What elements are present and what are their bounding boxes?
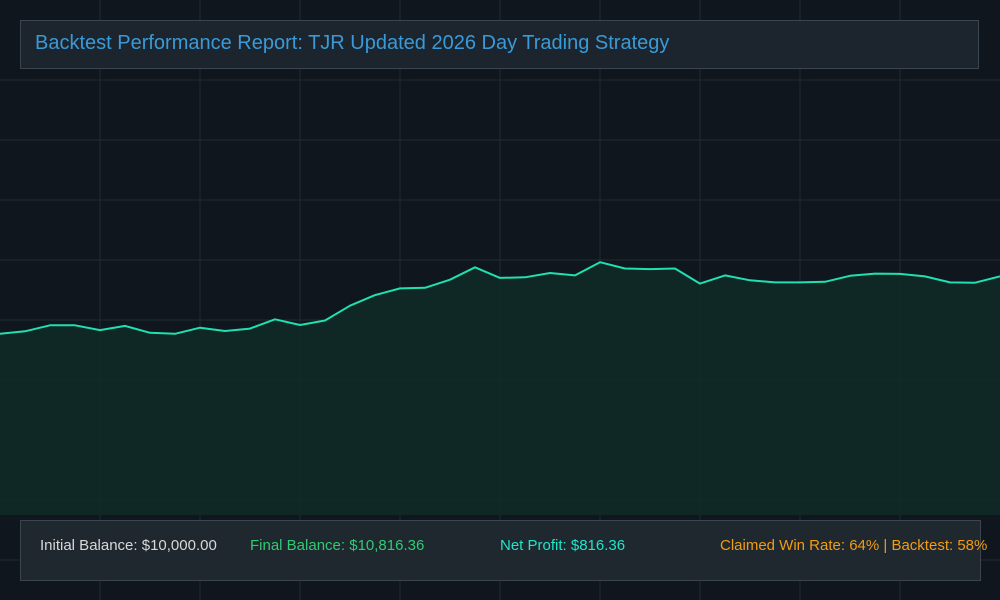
initial-balance-stat: Initial Balance: $10,000.00 [40,537,217,554]
equity-curve-line [0,261,1000,335]
final-balance-stat: Final Balance: $10,816.36 [250,537,425,554]
win-rate-stat: Claimed Win Rate: 64% | Backtest: 58% [720,537,988,554]
report-title: Backtest Performance Report: TJR Updated… [35,32,670,54]
report-header: Backtest Performance Report: TJR Updated… [20,20,979,69]
equity-area-fill [0,262,1000,515]
net-profit-stat: Net Profit: $816.36 [500,537,626,554]
stats-footer: Initial Balance: $10,000.00 Final Balanc… [20,520,987,581]
